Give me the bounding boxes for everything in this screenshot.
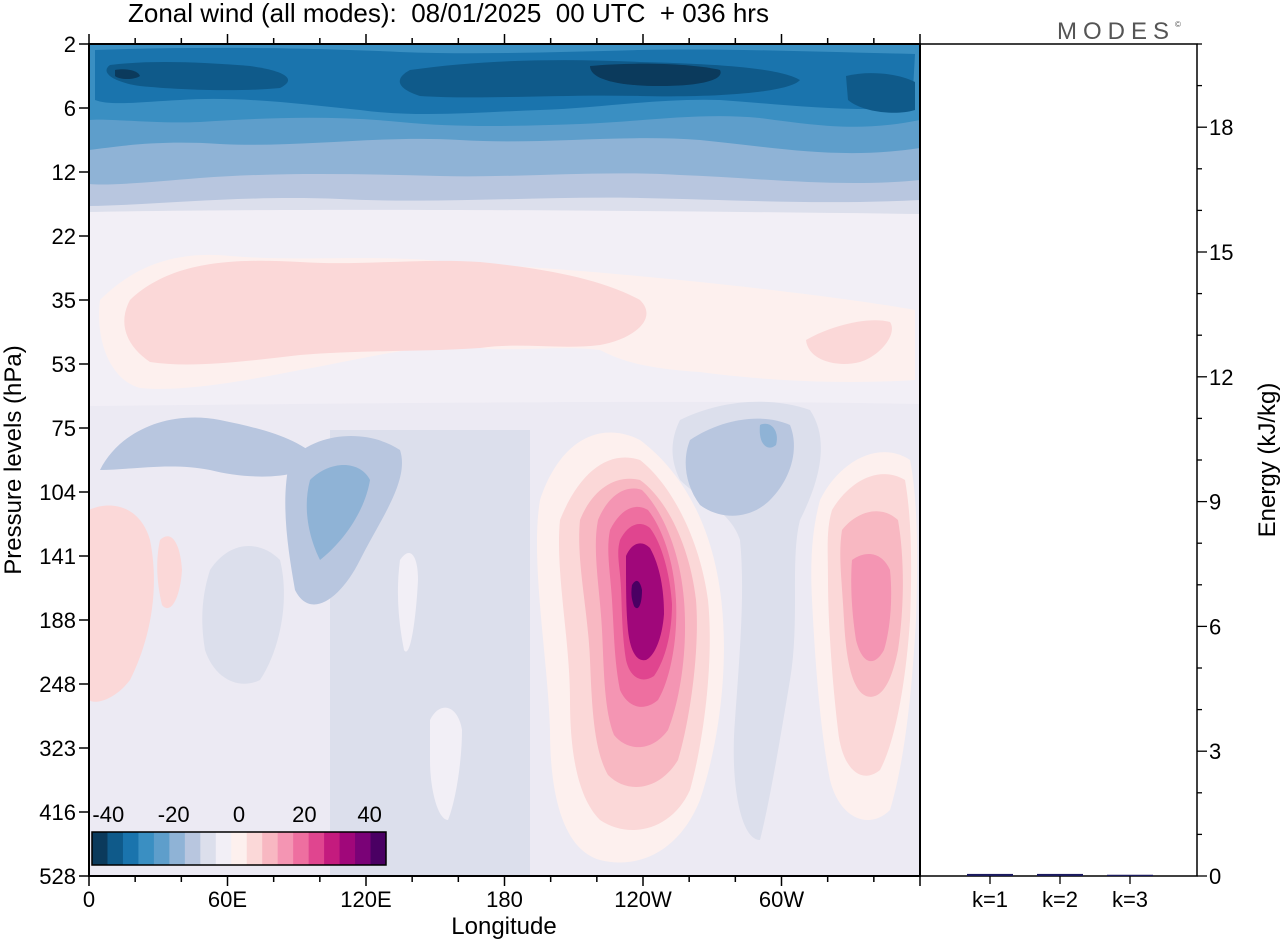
x-tick-label: 60E: [208, 887, 247, 912]
logo-mark: ©: [1175, 20, 1181, 29]
modes-logo: MODES©: [1057, 18, 1181, 46]
colorbar-segment: [92, 832, 108, 865]
y-tick-label: 2: [64, 32, 76, 57]
y-tick-label: 104: [39, 480, 76, 505]
y-tick-label: 188: [39, 608, 76, 633]
colorbar-segment: [262, 832, 279, 865]
energy-tick-label: 15: [1209, 240, 1233, 265]
energy-axis-label: Energy (kJ/kg): [1254, 383, 1280, 538]
energy-bars: k=1 k=2 k=3: [967, 873, 1153, 912]
colorbar-segment: [324, 832, 341, 865]
y-tick-label: 75: [52, 416, 76, 441]
energy-bar: [1037, 873, 1083, 876]
y-tick-label: 248: [39, 672, 76, 697]
energy-tick-label: 6: [1209, 614, 1221, 639]
colorbar-tick-label: 20: [292, 802, 316, 827]
colorbar-segment: [246, 832, 263, 865]
energy-category-label: k=1: [972, 887, 1008, 912]
colorbar-segment: [122, 832, 139, 865]
colorbar-segment: [200, 832, 217, 865]
chart-title: Zonal wind (all modes): 08/01/2025 00 UT…: [128, 0, 769, 28]
x-axis-label: Longitude: [451, 913, 556, 940]
y-axis-label: Pressure levels (hPa): [0, 345, 27, 574]
colorbar-frame: [91, 831, 387, 866]
x-axis: 0 60E 120E 180 120W 60W: [83, 34, 921, 912]
energy-category-label: k=3: [1112, 887, 1148, 912]
colorbar-segment: [107, 832, 124, 865]
y-tick-label: 12: [52, 160, 76, 185]
colorbar-tick-label: 0: [233, 802, 245, 827]
colorbar-segment: [153, 832, 170, 865]
y-axis: 2 6 12 22 35 53 75 104 141 188 248 323 416 528: [39, 32, 89, 889]
energy-tick-label: 9: [1209, 490, 1221, 515]
energy-plot-frame: [919, 43, 1198, 877]
y-tick-label: 528: [39, 864, 76, 889]
energy-tick-label: 0: [1209, 864, 1221, 889]
colorbar-segment: [293, 832, 310, 865]
energy-category-label: k=2: [1042, 887, 1078, 912]
energy-axis: 0 3 6 9 12 15 18: [1197, 43, 1233, 889]
colorbar-tick-label: 40: [357, 802, 381, 827]
energy-tick-label: 12: [1209, 365, 1233, 390]
y-tick-label: 416: [39, 800, 76, 825]
colorbar-segment: [215, 832, 232, 865]
colorbar: -40 -20 0 20 40: [91, 802, 387, 866]
colorbar-segment: [138, 832, 155, 865]
y-tick-label: 323: [39, 736, 76, 761]
colorbar-segment: [184, 832, 201, 865]
x-tick-label: 120W: [614, 887, 672, 912]
x-tick-label: 60W: [759, 887, 804, 912]
y-tick-label: 6: [64, 96, 76, 121]
colorbar-segment: [277, 832, 294, 865]
energy-tick-label: 3: [1209, 739, 1221, 764]
colorbar-segment: [308, 832, 325, 865]
x-tick-label: 0: [83, 887, 95, 912]
colorbar-tick-label: -40: [92, 802, 124, 827]
y-tick-label: 141: [39, 544, 76, 569]
x-tick-label: 180: [486, 887, 523, 912]
wind-field: [89, 44, 920, 876]
energy-tick-label: 18: [1209, 115, 1233, 140]
colorbar-tick-label: -20: [158, 802, 190, 827]
colorbar-segment: [355, 832, 372, 865]
colorbar-segment: [370, 832, 387, 865]
energy-bar: [1107, 874, 1153, 876]
y-tick-label: 22: [52, 224, 76, 249]
colorbar-segment: [231, 832, 248, 865]
colorbar-segment: [339, 832, 356, 865]
y-tick-label: 53: [52, 352, 76, 377]
x-tick-label: 120E: [340, 887, 391, 912]
colorbar-segment: [169, 832, 186, 865]
y-tick-label: 35: [52, 288, 76, 313]
logo-text: MODES: [1057, 18, 1176, 45]
energy-bar: [967, 873, 1013, 876]
